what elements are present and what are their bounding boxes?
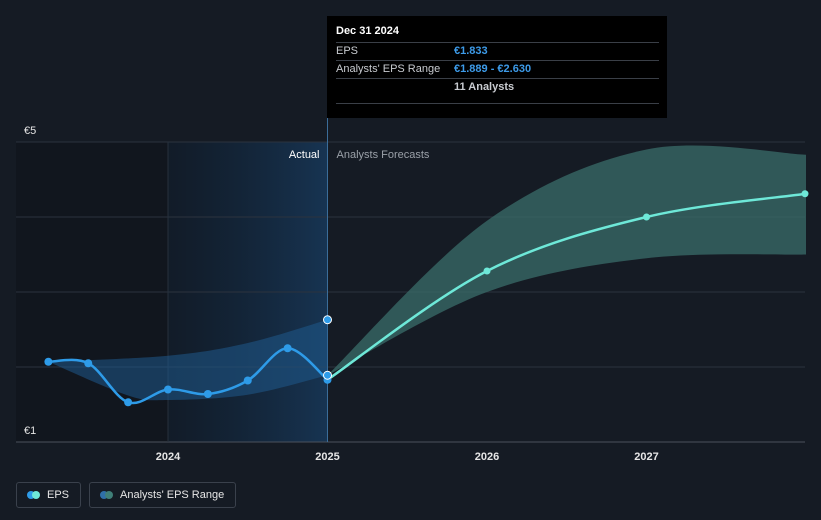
x-tick-label: 2025 <box>315 451 339 463</box>
tooltip-date: Dec 31 2024 <box>336 25 399 37</box>
forecast-range-band <box>327 145 806 376</box>
range-legend-icon <box>100 491 114 499</box>
legend-item-eps[interactable]: EPS <box>16 482 82 508</box>
legend-label-eps: EPS <box>47 489 70 501</box>
x-tick-label: 2024 <box>156 451 181 463</box>
eps-legend-dot-b <box>32 491 40 499</box>
eps-actual-point <box>124 398 133 407</box>
tooltip-row-eps: EPS €1.833 <box>336 42 659 60</box>
y-tick-label: €5 <box>24 125 36 137</box>
tooltip: Dec 31 2024 EPS €1.833 Analysts' EPS Ran… <box>327 16 667 118</box>
tooltip-range-label: Analysts' EPS Range <box>336 63 441 75</box>
eps-forecast-point <box>643 213 650 221</box>
eps-legend-dot-a <box>27 491 35 499</box>
legend-item-range[interactable]: Analysts' EPS Range <box>89 482 237 508</box>
eps-actual-point <box>44 357 53 366</box>
forecast-label: Analysts Forecasts <box>337 149 430 161</box>
actual-range-band <box>48 319 328 401</box>
eps-forecast-point <box>801 190 809 198</box>
tooltip-row-range: Analysts' EPS Range €1.889 - €2.630 <box>336 60 659 78</box>
range-legend-dot-a <box>100 491 109 499</box>
eps-actual-point <box>84 359 93 368</box>
tooltip-analysts-value: 11 Analysts <box>454 81 515 93</box>
eps-actual-point <box>283 344 292 353</box>
actual-label: Actual <box>289 149 320 161</box>
legend: EPS Analysts' EPS Range <box>16 482 237 508</box>
eps-forecast-point <box>483 267 491 275</box>
y-tick-label: €1 <box>24 425 36 437</box>
range-marker-range-upper <box>323 315 332 325</box>
eps-actual-point <box>203 390 212 398</box>
tooltip-analysts-label <box>336 79 454 103</box>
range-marker-range-lower <box>323 370 332 380</box>
eps-legend-icon <box>27 491 41 499</box>
tooltip-range-value: €1.889 - €2.630 <box>454 63 532 75</box>
tooltip-row-analysts: 11 Analysts <box>336 78 659 104</box>
x-tick-label: 2026 <box>475 451 499 463</box>
tooltip-eps-value: €1.833 <box>454 45 488 57</box>
legend-label-range: Analysts' EPS Range <box>120 489 225 501</box>
x-tick-label: 2027 <box>634 451 658 463</box>
eps-forecast-line <box>326 192 807 381</box>
tooltip-eps-label: EPS <box>336 45 359 57</box>
eps-actual-point <box>164 385 172 394</box>
range-legend-dot-b <box>105 491 114 499</box>
eps-actual-point <box>243 376 252 385</box>
